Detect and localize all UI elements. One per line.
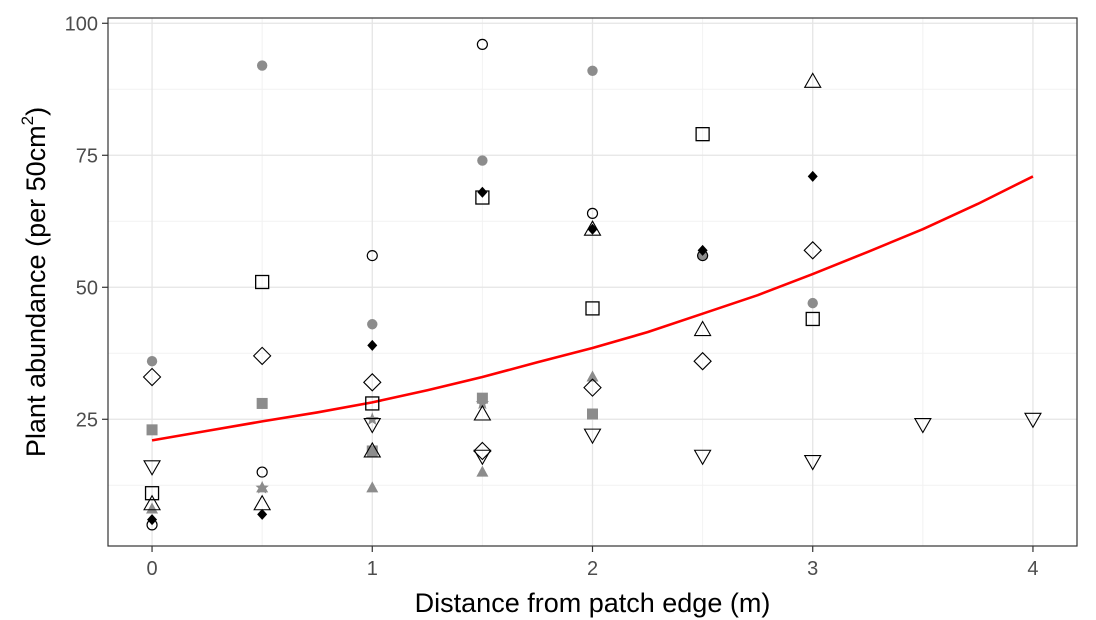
open-triangle-down-point bbox=[803, 454, 822, 471]
open-circle-point bbox=[476, 38, 488, 51]
data-points bbox=[142, 38, 1042, 531]
open-diamond-point bbox=[473, 441, 492, 461]
open-triangle-up-point bbox=[363, 441, 382, 458]
open-triangle-down-point bbox=[363, 418, 382, 434]
grey-square-point bbox=[256, 397, 268, 409]
grey-circle-point bbox=[146, 356, 158, 367]
open-triangle-up-point bbox=[253, 494, 272, 511]
open-triangle-up-point bbox=[803, 72, 822, 88]
x-tick-label: 2 bbox=[587, 558, 598, 580]
open-triangle-down-point bbox=[143, 460, 161, 476]
open-triangle-up-point bbox=[473, 404, 492, 421]
open-triangle-up-point bbox=[583, 220, 602, 236]
y-axis-title-superscript: 2 bbox=[18, 116, 37, 125]
y-tick-label: 25 bbox=[76, 409, 98, 431]
y-tick-label: 100 bbox=[65, 13, 98, 35]
x-tick-label: 1 bbox=[367, 558, 378, 580]
y-tick-label: 75 bbox=[76, 145, 98, 167]
open-triangle-up-point bbox=[143, 494, 161, 511]
x-tick-label: 4 bbox=[1027, 558, 1038, 580]
black-diamond-point bbox=[477, 186, 488, 198]
open-diamond-point bbox=[142, 367, 162, 387]
x-tick-label: 0 bbox=[146, 558, 157, 580]
open-circle-point bbox=[586, 207, 599, 219]
open-triangle-down-point bbox=[583, 428, 602, 445]
open-diamond-point bbox=[583, 378, 602, 397]
open-square-point bbox=[144, 486, 160, 501]
open-square-point bbox=[475, 190, 490, 205]
grey-triangle-up-point bbox=[476, 465, 489, 477]
open-diamond-point bbox=[362, 373, 382, 392]
open-square-point bbox=[695, 127, 710, 142]
open-triangle-down-point bbox=[473, 449, 492, 466]
open-square-point bbox=[365, 396, 380, 411]
open-triangle-down-point bbox=[693, 449, 712, 466]
grey-star-point bbox=[255, 480, 269, 494]
x-axis-title: Distance from patch edge (m) bbox=[415, 588, 771, 618]
grey-star-point bbox=[475, 396, 490, 410]
grey-square-point bbox=[587, 408, 598, 420]
open-circle-point bbox=[697, 250, 709, 262]
grey-square-point bbox=[146, 424, 158, 436]
grey-triangle-up-point bbox=[146, 502, 159, 514]
black-diamond-point bbox=[257, 508, 268, 520]
open-diamond-point bbox=[252, 346, 272, 366]
fit-line bbox=[151, 175, 1034, 442]
grey-circle-point bbox=[807, 297, 818, 309]
open-triangle-down-point bbox=[913, 418, 932, 434]
grey-square-point bbox=[366, 445, 378, 457]
axis-ticks: 0 1 2 3 4 25 50 75 100 bbox=[65, 13, 1039, 580]
open-square-point bbox=[805, 311, 820, 327]
open-square-point bbox=[255, 274, 270, 290]
grey-circle-point bbox=[587, 65, 598, 77]
y-axis-title-main: Plant abundance (per 50cm bbox=[21, 125, 51, 457]
open-square-point bbox=[585, 301, 600, 316]
open-triangle-up-point bbox=[693, 320, 712, 337]
open-circle-point bbox=[146, 519, 158, 531]
open-diamond-point bbox=[803, 241, 823, 260]
open-circle-point bbox=[366, 250, 378, 262]
open-triangle-down-point bbox=[1024, 412, 1042, 429]
open-circle-point bbox=[256, 466, 268, 478]
fit-line-group bbox=[151, 175, 1034, 442]
black-diamond-point bbox=[367, 339, 378, 351]
grey-circle-point bbox=[367, 319, 378, 330]
grey-triangle-up-point bbox=[586, 370, 599, 382]
y-axis-title-close: ) bbox=[21, 107, 51, 116]
grey-circle-point bbox=[477, 155, 488, 166]
y-tick-label: 50 bbox=[76, 277, 98, 299]
open-diamond-point bbox=[693, 351, 712, 371]
x-tick-label: 3 bbox=[807, 558, 818, 580]
y-axis-title: Plant abundance (per 50cm2) bbox=[18, 107, 51, 457]
grey-triangle-up-point bbox=[366, 481, 379, 493]
black-diamond-point bbox=[807, 170, 818, 182]
grey-circle-point bbox=[256, 60, 268, 71]
